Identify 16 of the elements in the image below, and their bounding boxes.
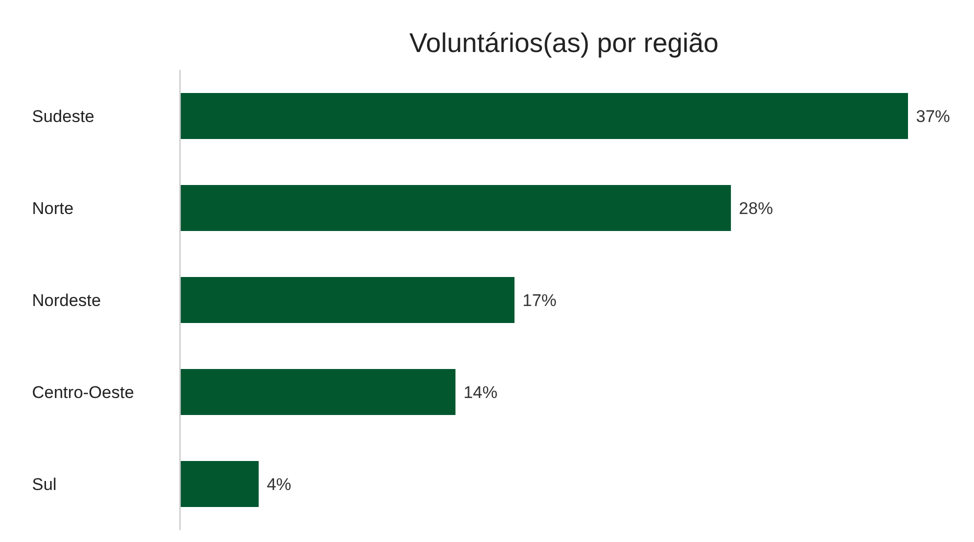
bar	[180, 185, 731, 231]
y-tick-label: Nordeste	[32, 290, 101, 310]
bar	[180, 277, 514, 323]
bar	[180, 93, 908, 139]
bar	[180, 369, 456, 415]
y-tick-label: Norte	[32, 198, 74, 218]
chart-title: Voluntários(as) por região	[409, 28, 719, 58]
data-label: 14%	[463, 382, 498, 402]
data-label: 37%	[916, 106, 950, 126]
y-tick-label: Sudeste	[32, 106, 94, 126]
y-tick-label: Sul	[32, 474, 57, 494]
data-label: 4%	[266, 474, 292, 494]
data-label: 17%	[522, 290, 557, 310]
bar	[180, 461, 259, 507]
y-tick-label: Centro-Oeste	[32, 382, 134, 402]
data-label: 28%	[738, 198, 773, 218]
